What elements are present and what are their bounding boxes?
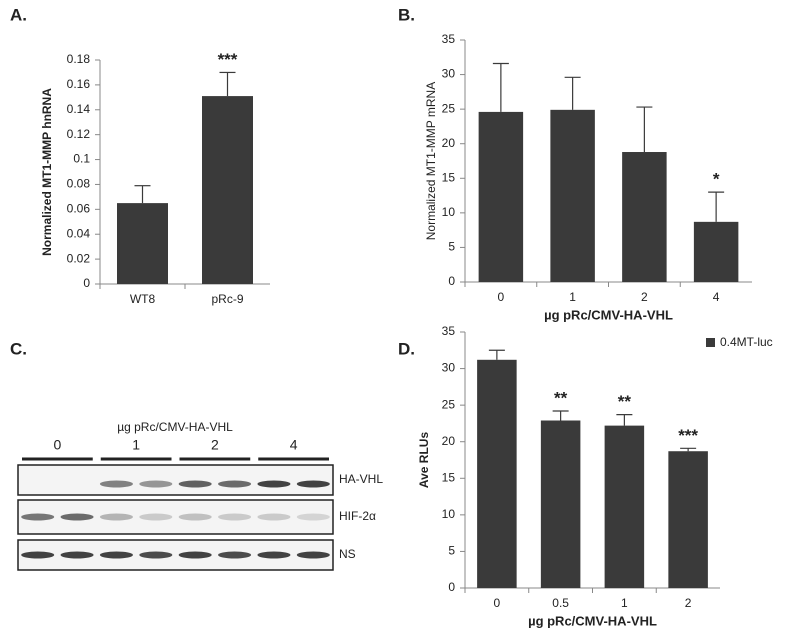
y-axis-title: Normalized MT1-MMP mRNA — [424, 82, 438, 240]
y-tick-label: 0.06 — [67, 202, 91, 216]
significance-label: *** — [678, 426, 698, 445]
blot-band — [21, 551, 55, 559]
blot-band — [257, 551, 291, 559]
x-tick-label: 0.5 — [552, 596, 569, 610]
blot-band — [99, 480, 133, 488]
blot-band — [296, 551, 330, 559]
bar — [668, 451, 708, 588]
blot-band — [139, 480, 173, 488]
significance-label: ** — [554, 388, 568, 407]
x-tick-label: 1 — [621, 596, 628, 610]
y-tick-label: 25 — [442, 397, 456, 411]
x-tick-label: pRc-9 — [211, 292, 243, 306]
blot-band — [139, 513, 173, 521]
blot-band — [178, 513, 212, 521]
y-tick-label: 0.04 — [67, 226, 91, 240]
blot-band — [257, 513, 291, 521]
bar — [477, 359, 517, 588]
y-tick-label: 0.14 — [67, 102, 91, 116]
blot-band — [139, 551, 173, 559]
y-tick-label: 30 — [442, 67, 456, 81]
significance-label: * — [713, 170, 720, 189]
x-tick-label: 1 — [569, 290, 576, 304]
significance-label: ** — [618, 392, 632, 411]
bar — [478, 111, 524, 282]
x-tick-label: WT8 — [130, 292, 156, 306]
y-tick-label: 0.02 — [67, 251, 91, 265]
y-tick-label: 20 — [442, 136, 456, 150]
bar — [202, 96, 253, 284]
blot-band — [99, 513, 133, 521]
blot-band — [178, 551, 212, 559]
y-tick-label: 10 — [442, 507, 456, 521]
y-tick-label: 25 — [442, 101, 456, 115]
lane-group-label: 4 — [290, 437, 298, 453]
blot-row-label: NS — [339, 547, 356, 561]
y-tick-label: 35 — [442, 32, 456, 46]
panel-label: B. — [398, 5, 415, 24]
blot-strip — [17, 464, 334, 496]
x-tick-label: 2 — [685, 596, 692, 610]
x-tick-label: 2 — [641, 290, 648, 304]
panel-label: D. — [398, 339, 415, 358]
blot-title: µg pRc/CMV-HA-VHL — [117, 420, 233, 434]
y-tick-label: 15 — [442, 170, 456, 184]
bar — [117, 203, 168, 284]
panel-label: A. — [10, 5, 27, 24]
y-tick-label: 0 — [83, 276, 90, 290]
y-tick-label: 15 — [442, 470, 456, 484]
lane-group-label: 2 — [211, 437, 219, 453]
y-tick-label: 5 — [448, 544, 455, 558]
lane-group-label: 0 — [53, 437, 61, 453]
blot-band — [296, 513, 330, 521]
blot-band — [218, 513, 252, 521]
blot-band — [21, 513, 55, 521]
bar — [604, 425, 645, 588]
y-tick-label: 10 — [442, 205, 456, 219]
y-axis-title: Normalized MT1-MMP hnRNA — [40, 88, 54, 256]
y-tick-label: 0.1 — [73, 152, 90, 166]
bar — [622, 152, 667, 282]
x-tick-label: 0 — [498, 290, 505, 304]
y-tick-label: 35 — [442, 324, 456, 338]
western-blot: 0 1 2 4 HA-VHL HIF-2α NS — [17, 437, 383, 571]
y-tick-label: 0 — [448, 580, 455, 594]
y-tick-label: 20 — [442, 434, 456, 448]
bar — [540, 420, 581, 588]
y-tick-label: 0.18 — [67, 52, 91, 66]
x-tick-label: 4 — [713, 290, 720, 304]
blot-band — [60, 551, 94, 559]
blot-band — [218, 480, 252, 488]
y-tick-label: 30 — [442, 361, 456, 375]
y-tick-label: 0.08 — [67, 177, 91, 191]
y-tick-label: 0.16 — [67, 77, 91, 91]
blot-row-label: HIF-2α — [339, 509, 376, 523]
y-tick-label: 0.12 — [67, 127, 91, 141]
legend-swatch — [706, 338, 715, 347]
panel-label: C. — [10, 339, 27, 358]
x-axis-title: µg pRc/CMV-HA-VHL — [528, 613, 657, 628]
lane-group-label: 1 — [132, 437, 140, 453]
blot-band — [218, 551, 252, 559]
x-axis-title: µg pRc/CMV-HA-VHL — [544, 307, 673, 322]
blot-band — [178, 480, 212, 488]
x-tick-label: 0 — [494, 596, 501, 610]
blot-row-label: HA-VHL — [339, 472, 383, 486]
blot-band — [60, 513, 94, 521]
legend-label: 0.4MT-luc — [720, 335, 773, 349]
bar — [550, 109, 595, 282]
blot-band — [257, 480, 291, 488]
y-tick-label: 5 — [448, 240, 455, 254]
blot-band — [296, 480, 330, 488]
bar — [693, 221, 739, 282]
y-tick-label: 0 — [448, 274, 455, 288]
blot-band — [99, 551, 133, 559]
y-axis-title: Ave RLUs — [417, 432, 431, 489]
significance-label: *** — [218, 50, 238, 69]
